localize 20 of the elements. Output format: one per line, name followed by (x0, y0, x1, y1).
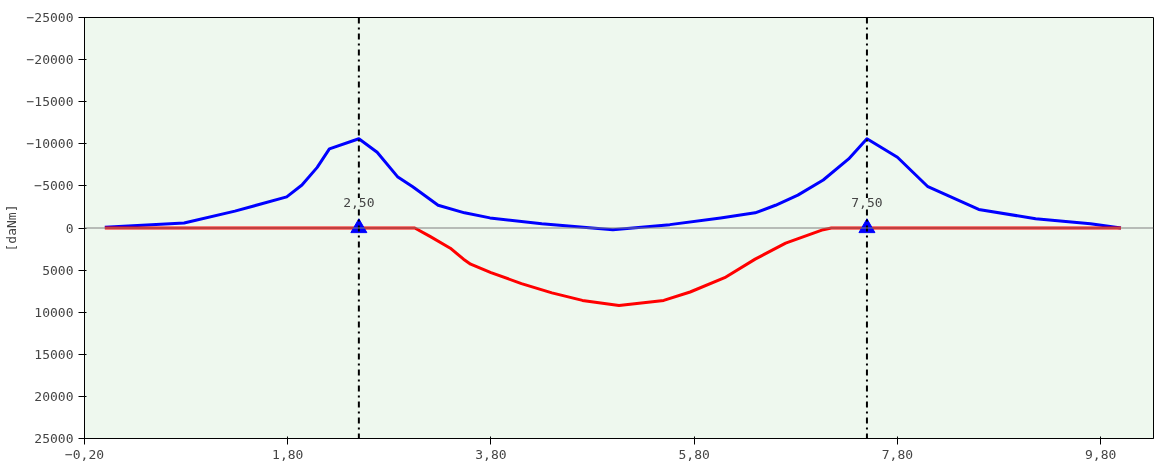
x-tick-label: 9,80 (1085, 446, 1117, 461)
x-tick-label: 7,80 (881, 446, 914, 461)
y-tick-label: 25000 (34, 431, 74, 446)
y-tick-label: −5000 (34, 178, 74, 194)
ref-line-label: 7,50 (851, 194, 883, 210)
y-tick-label: 0 (65, 220, 74, 236)
y-tick-label: 5000 (42, 262, 74, 278)
y-tick-label: −20000 (26, 52, 74, 68)
y-tick-label: 15000 (34, 346, 74, 362)
ref-line-label: 2,50 (343, 194, 375, 210)
y-axis-title: [daNm] (3, 204, 19, 252)
x-tick-label: 5,80 (678, 446, 710, 461)
x-tick-label: −0,20 (64, 446, 105, 461)
x-tick-label: 1,80 (272, 446, 304, 461)
x-tick-label: 3,80 (475, 446, 507, 461)
y-tick-label: −15000 (26, 94, 74, 110)
y-tick-label: 10000 (34, 304, 74, 320)
y-tick-label: −10000 (26, 136, 74, 152)
y-tick-label: −25000 (26, 10, 74, 25)
y-tick-label: 20000 (34, 388, 74, 404)
